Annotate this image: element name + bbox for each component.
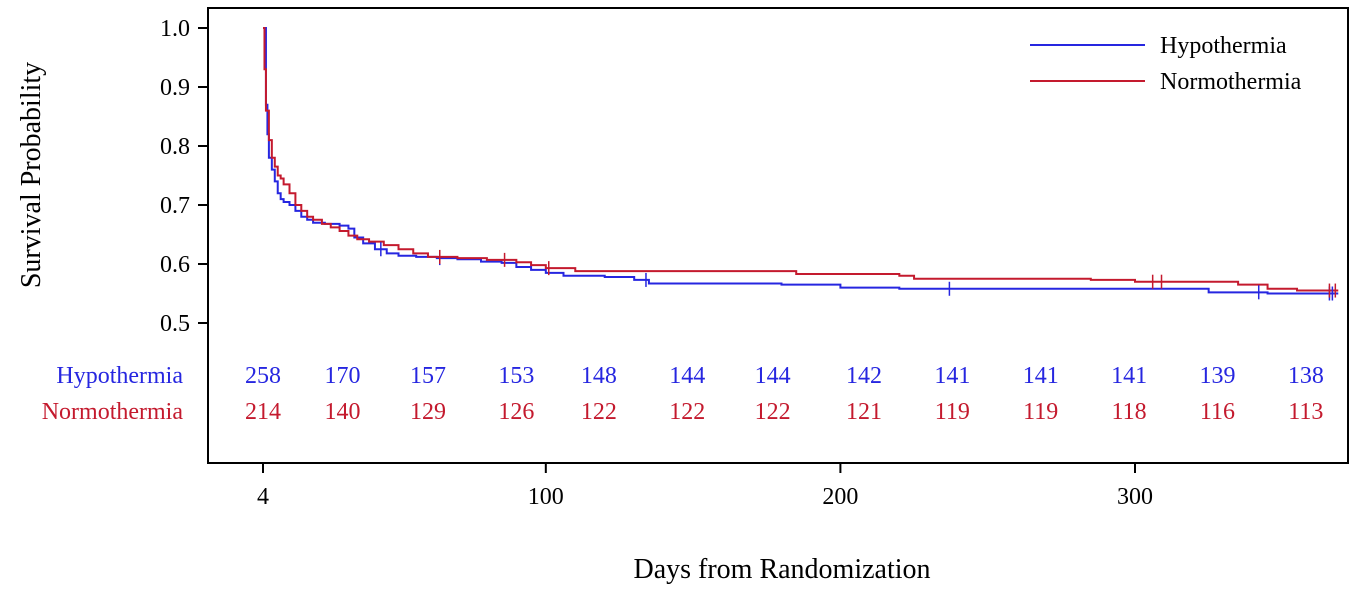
risk-count: 119 bbox=[1023, 399, 1058, 425]
risk-count: 141 bbox=[1111, 363, 1147, 389]
risk-count: 170 bbox=[325, 363, 361, 389]
plot-frame bbox=[207, 7, 1349, 464]
risk-count: 116 bbox=[1200, 399, 1235, 425]
x-axis-title: Days from Randomization bbox=[633, 554, 930, 585]
risk-row-label: Normothermia bbox=[42, 399, 184, 425]
risk-count: 121 bbox=[846, 399, 882, 425]
risk-count: 129 bbox=[410, 399, 446, 425]
y-tick-label: 0.6 bbox=[160, 252, 190, 278]
legend: Hypothermia Normothermia bbox=[1030, 33, 1302, 95]
risk-count: 153 bbox=[498, 363, 534, 389]
risk-count: 157 bbox=[410, 363, 446, 389]
y-tick-label: 0.9 bbox=[160, 75, 190, 101]
risk-count: 139 bbox=[1199, 363, 1235, 389]
survival-curves bbox=[263, 27, 1339, 295]
risk-count: 144 bbox=[669, 363, 705, 389]
x-tick-label: 100 bbox=[528, 484, 564, 510]
y-axis-title: Survival Probability bbox=[16, 62, 47, 288]
x-tick-label: 200 bbox=[822, 484, 858, 510]
legend-label: Normothermia bbox=[1160, 69, 1302, 95]
x-axis: 4 100 200 300 bbox=[257, 463, 1153, 510]
risk-count: 113 bbox=[1288, 399, 1323, 425]
series-line-hypothermia bbox=[263, 27, 1339, 295]
y-tick-label: 0.7 bbox=[160, 193, 190, 219]
risk-count: 122 bbox=[581, 399, 617, 425]
risk-count: 148 bbox=[581, 363, 617, 389]
y-tick-label: 1.0 bbox=[160, 16, 190, 42]
risk-count: 258 bbox=[245, 363, 281, 389]
risk-count: 141 bbox=[1023, 363, 1059, 389]
risk-count: 138 bbox=[1288, 363, 1324, 389]
risk-count: 118 bbox=[1112, 399, 1147, 425]
risk-count: 119 bbox=[935, 399, 970, 425]
x-tick-label: 4 bbox=[257, 484, 269, 510]
risk-table: Hypothermia 258 170 157 153 148 144 144 142 141 14… bbox=[42, 363, 1324, 425]
y-tick-label: 0.8 bbox=[160, 134, 190, 160]
risk-count: 214 bbox=[245, 399, 281, 425]
legend-label: Hypothermia bbox=[1160, 33, 1287, 59]
x-tick-label: 300 bbox=[1117, 484, 1153, 510]
risk-count: 144 bbox=[755, 363, 791, 389]
censor-marks bbox=[380, 242, 1337, 301]
risk-count: 126 bbox=[498, 399, 534, 425]
risk-count: 122 bbox=[755, 399, 791, 425]
risk-count: 142 bbox=[846, 363, 882, 389]
risk-count: 141 bbox=[934, 363, 970, 389]
risk-count: 140 bbox=[325, 399, 361, 425]
risk-count: 122 bbox=[669, 399, 705, 425]
risk-row-label: Hypothermia bbox=[56, 363, 183, 389]
y-tick-label: 0.5 bbox=[160, 311, 190, 337]
series-line-normothermia bbox=[263, 27, 1339, 292]
y-axis: 1.0 0.9 0.8 0.7 0.6 0.5 bbox=[160, 16, 208, 337]
